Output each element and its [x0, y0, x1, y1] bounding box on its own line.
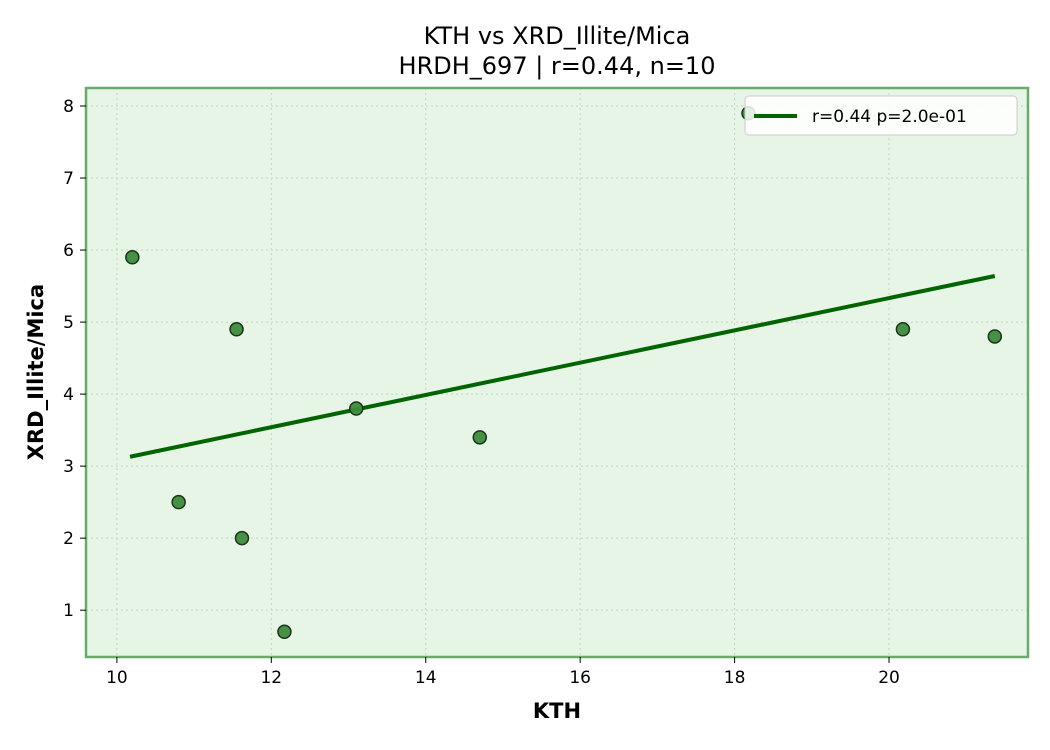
y-tick-label: 4	[63, 385, 74, 405]
y-tick-label: 2	[63, 529, 74, 549]
y-tick-label: 5	[63, 313, 74, 333]
y-axis-label: XRD_Illite/Mica	[24, 284, 48, 460]
y-tick-label: 6	[63, 241, 74, 261]
x-tick-label: 18	[724, 668, 746, 688]
data-point	[125, 250, 140, 265]
y-tick-label: 3	[63, 457, 74, 477]
legend-label: r=0.44 p=2.0e-01	[812, 107, 967, 127]
data-point	[229, 322, 244, 337]
y-tick-label: 8	[63, 97, 74, 117]
data-point	[472, 430, 488, 445]
plot-frame	[84, 86, 1030, 659]
chart-title-line1: KTH vs XRD_Illite/Mica	[424, 22, 691, 50]
data-point	[987, 329, 1003, 344]
x-tick-label: 10	[106, 668, 128, 688]
chart-title-line2: HRDH_697 | r=0.44, n=10	[399, 52, 716, 80]
x-tick-label: 16	[569, 668, 591, 688]
data-point	[277, 624, 292, 640]
x-tick-label: 20	[878, 668, 900, 688]
plot-area	[86, 88, 1028, 657]
y-tick-label: 1	[63, 601, 74, 621]
x-axis-ticks: 10 12 14 16 18 20	[106, 657, 900, 688]
y-axis-ticks: 1 2 3 4 5 6 7 8	[63, 97, 86, 621]
data-point	[171, 494, 186, 510]
fit-line-layer	[129, 274, 996, 459]
y-tick-label: 7	[63, 169, 74, 189]
regression-line	[129, 274, 996, 459]
data-point	[234, 530, 250, 546]
legend: r=0.44 p=2.0e-01	[744, 95, 1018, 136]
data-point	[348, 401, 364, 416]
data-point	[895, 322, 911, 337]
x-axis-label: KTH	[533, 699, 581, 723]
legend-box	[744, 95, 1018, 136]
x-tick-label: 14	[415, 668, 437, 688]
x-tick-label: 12	[260, 668, 282, 688]
